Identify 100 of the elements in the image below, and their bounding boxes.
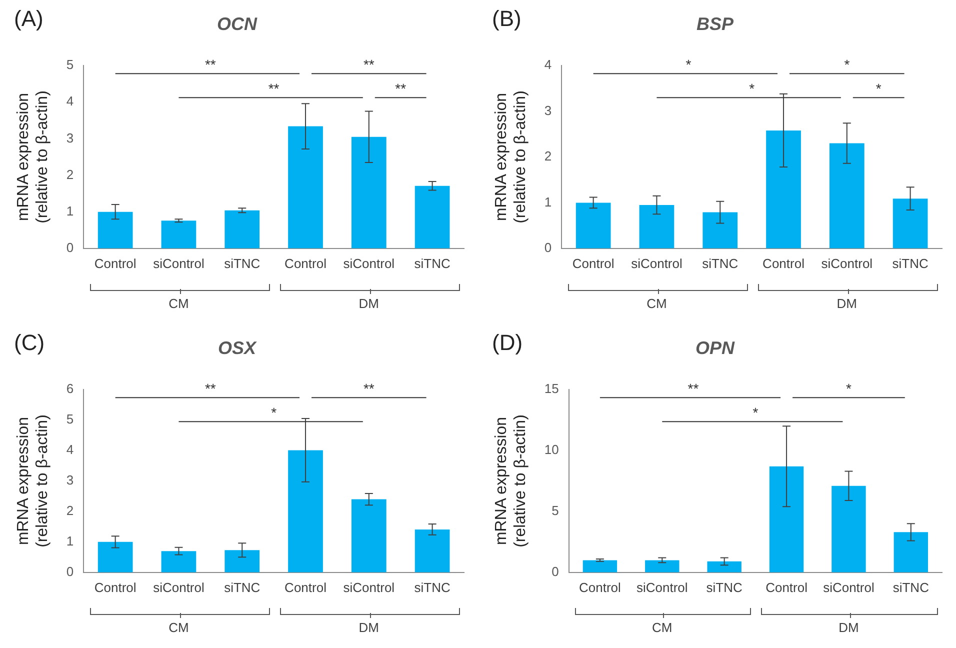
- text: (D): [492, 330, 523, 356]
- x-tick-label: siTNC: [224, 580, 260, 595]
- x-tick-label: siTNC: [892, 256, 928, 271]
- x-tick-label: Control: [284, 580, 327, 595]
- text: DM: [358, 620, 380, 635]
- annotation: *: [749, 80, 756, 96]
- y-tick-label: 5: [66, 412, 74, 427]
- text: CM: [168, 296, 189, 311]
- bar: [829, 143, 864, 248]
- text: DM: [836, 296, 858, 311]
- bar: [702, 212, 738, 248]
- y-tick-label: 4: [544, 57, 552, 72]
- x-tick-label: siTNC: [414, 580, 450, 595]
- bar: [98, 212, 133, 248]
- annotation: *: [844, 56, 850, 72]
- text: (A): [14, 6, 44, 32]
- x-tick-label: Control: [94, 580, 136, 595]
- y-tick-label: 0: [66, 240, 74, 255]
- y-axis-title: mRNA expression (relative to β-actin): [15, 414, 52, 548]
- x-tick-label: siTNC: [892, 580, 929, 595]
- y-tick-label: 1: [544, 194, 552, 210]
- annotation: *: [271, 404, 278, 420]
- x-tick-label: siTNC: [224, 256, 260, 271]
- chart-title: OCN: [217, 14, 258, 34]
- y-axis-title: mRNA expression (relative to β-actin): [493, 90, 530, 224]
- y-tick-label: 4: [66, 94, 74, 109]
- y-tick-label: 1: [66, 534, 74, 549]
- bar: [894, 532, 928, 572]
- bar: [892, 198, 928, 248]
- bar: [224, 550, 260, 572]
- bar: [224, 210, 260, 248]
- chart-title: OPN: [695, 338, 736, 358]
- x-tick-label: Control: [94, 256, 136, 271]
- bar: [161, 551, 196, 572]
- x-tick-label: siControl: [343, 256, 395, 271]
- y-axis-title: mRNA expression (relative to β-actin): [493, 414, 530, 548]
- bar: [639, 204, 674, 248]
- text: CM: [652, 620, 672, 635]
- x-tick-label: siTNC: [702, 256, 738, 271]
- text: CM: [168, 620, 189, 635]
- x-tick-label: siTNC: [414, 256, 450, 271]
- y-tick-label: 2: [66, 503, 74, 518]
- y-tick-label: 0: [552, 564, 559, 579]
- y-tick-label: 5: [552, 503, 559, 518]
- annotation: **: [268, 80, 280, 96]
- y-tick-label: 6: [66, 381, 74, 396]
- chart-title: BSP: [696, 14, 734, 34]
- bar: [98, 542, 133, 572]
- y-tick-label: 0: [66, 564, 74, 579]
- text: DM: [358, 296, 380, 311]
- bar: [582, 560, 618, 572]
- bar: [766, 130, 801, 248]
- x-tick-label: siTNC: [706, 580, 742, 595]
- annotation: **: [204, 56, 216, 72]
- x-tick-label: siControl: [636, 580, 688, 595]
- annotation: *: [876, 80, 882, 96]
- bar: [414, 529, 450, 572]
- x-tick-label: Control: [762, 256, 805, 271]
- x-tick-label: siControl: [153, 256, 204, 271]
- bar: [645, 560, 680, 572]
- y-tick-label: 2: [66, 166, 74, 182]
- chart-title: OSX: [218, 338, 257, 358]
- annotation: **: [204, 380, 216, 396]
- x-tick-label: siControl: [823, 580, 874, 595]
- annotation: **: [688, 380, 700, 396]
- y-tick-label: 0: [544, 240, 552, 255]
- y-tick-label: 3: [66, 130, 74, 146]
- text: (B): [492, 6, 522, 32]
- x-tick-label: Control: [284, 256, 327, 271]
- x-tick-label: Control: [572, 256, 614, 271]
- annotation: *: [686, 56, 692, 72]
- bar: [288, 450, 323, 572]
- annotation: **: [363, 56, 375, 72]
- y-tick-label: 2: [544, 148, 552, 164]
- bar: [161, 220, 196, 248]
- text: DM: [838, 620, 859, 635]
- y-tick-label: 5: [66, 57, 74, 72]
- y-tick-label: 3: [66, 472, 74, 488]
- text: CM: [646, 296, 667, 311]
- annotation: **: [363, 380, 375, 396]
- x-tick-label: siControl: [631, 256, 682, 271]
- bar: [707, 561, 742, 572]
- annotation: *: [846, 380, 852, 396]
- annotation: *: [752, 404, 759, 420]
- bar: [832, 486, 866, 572]
- bar: [288, 126, 323, 248]
- x-tick-label: siControl: [153, 580, 204, 595]
- bar: [351, 499, 386, 572]
- bar: [576, 202, 611, 248]
- x-tick-label: Control: [578, 580, 622, 595]
- bar: [414, 186, 450, 248]
- y-tick-label: 15: [544, 381, 559, 396]
- y-tick-label: 1: [66, 203, 74, 218]
- x-tick-label: siControl: [343, 580, 395, 595]
- bar: [351, 136, 386, 248]
- annotation: **: [395, 80, 407, 96]
- x-tick-label: Control: [766, 580, 808, 595]
- bar: [769, 466, 804, 572]
- y-tick-label: 10: [544, 442, 559, 458]
- text: (C): [14, 330, 45, 356]
